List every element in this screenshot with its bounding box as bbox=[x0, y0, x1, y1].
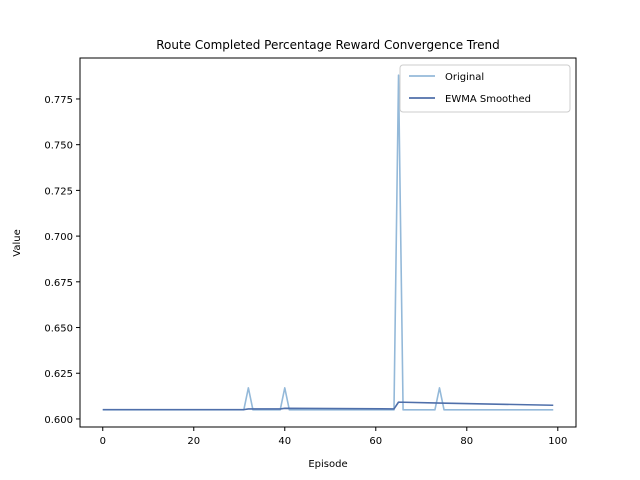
y-tick-label: 0.650 bbox=[44, 324, 73, 335]
x-tick-label: 80 bbox=[460, 436, 473, 447]
series-line-original bbox=[102, 74, 554, 411]
plot-area bbox=[102, 74, 554, 411]
y-tick-label: 0.600 bbox=[44, 415, 73, 426]
series-line-ewma-smoothed bbox=[102, 401, 554, 411]
legend-label-ewma-smoothed: EWMA Smoothed bbox=[445, 94, 531, 105]
x-axis-label: Episode bbox=[308, 459, 347, 470]
y-tick-label: 0.725 bbox=[44, 186, 73, 197]
y-tick-label: 0.750 bbox=[44, 141, 73, 152]
y-axis-label: Value bbox=[12, 229, 23, 256]
legend-label-original: Original bbox=[445, 72, 484, 83]
legend: Original EWMA Smoothed bbox=[399, 64, 571, 113]
x-tick-label: 0 bbox=[100, 436, 106, 447]
x-tick-label: 20 bbox=[187, 436, 200, 447]
x-tick-label: 40 bbox=[278, 436, 291, 447]
y-tick-label: 0.700 bbox=[44, 232, 73, 243]
x-tick-label: 60 bbox=[369, 436, 382, 447]
y-tick-label: 0.775 bbox=[44, 95, 73, 106]
x-tick-label: 100 bbox=[548, 436, 567, 447]
plot-frame bbox=[79, 57, 577, 428]
axes: 0 20 40 60 80 100 0.600 0.625 0.650 0.675 0.700 0.7… bbox=[44, 57, 577, 447]
legend-box bbox=[399, 64, 571, 113]
y-tick-label: 0.675 bbox=[44, 278, 73, 289]
y-tick-label: 0.625 bbox=[44, 369, 73, 380]
chart-title: Route Completed Percentage Reward Conver… bbox=[156, 38, 500, 52]
